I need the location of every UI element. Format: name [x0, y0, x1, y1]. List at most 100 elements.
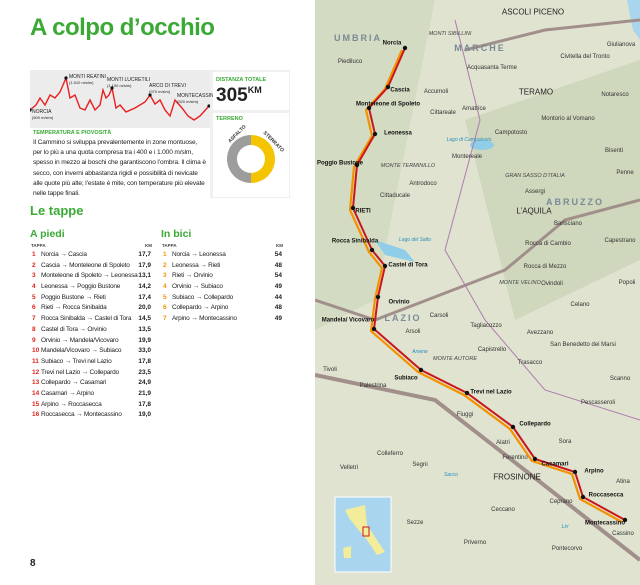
- motorway: [464, 18, 640, 52]
- stage-km: 14,2: [138, 283, 151, 291]
- town-label: Ovindoli: [541, 281, 563, 287]
- table-row: 4 Orvinio → Subiaco 49: [163, 282, 282, 293]
- italy-shape: [343, 505, 385, 558]
- town-label: Carsoli: [429, 313, 449, 319]
- stage-number: 4: [32, 283, 36, 291]
- city-label: TERAMO: [518, 87, 554, 97]
- table-row: 7 Rocca Sinibalda → Castel di Tora 14,5: [32, 314, 151, 325]
- town-label: Assergi: [524, 189, 546, 195]
- town-label: Rocca di Mezzo: [523, 264, 567, 270]
- stage-km: 48: [274, 304, 282, 312]
- town-label: Colleferro: [376, 451, 404, 457]
- table-row: 3 Monteleone di Spoleto → Leonessa 13,1: [32, 271, 151, 282]
- stop-marker: [402, 45, 408, 51]
- region-border: [444, 19, 640, 421]
- foot-stages-table: 1 Norcia → Cascia 17,7 2 Cascia → Monteleone…: [32, 250, 151, 421]
- climate-panel: TEMPERATURA E PIOVOSITÀ Il Cammino si sv…: [30, 128, 210, 198]
- motorway: [315, 198, 640, 322]
- table-row: 13 Collepardo → Casamari 24,9: [32, 378, 151, 389]
- peak-marker: [30, 108, 32, 112]
- town-label: Ferentino: [502, 455, 528, 461]
- stage-route: Mandela/Vicovaro → Subiaco: [41, 347, 122, 355]
- elevation-chart: [30, 75, 210, 121]
- table-row: 11 Subiaco → Trevi nel Lazio 17,8: [32, 357, 151, 368]
- stage-route: Leonessa → Rieti: [172, 261, 221, 269]
- peak-label: MONTI REATINI (1.510 m/slm): [69, 74, 106, 86]
- terrain-panel: TERRENO ASFALTO STERRATO: [213, 113, 289, 197]
- town-label: Sora: [558, 439, 572, 445]
- town-label: Arsoli: [405, 329, 421, 335]
- hill-shading: [465, 60, 640, 320]
- town-label: Priverno: [463, 540, 487, 546]
- town-label: Velletri: [339, 465, 359, 471]
- bike-col-km: KM: [276, 243, 283, 248]
- climate-heading: TEMPERATURA E PIOVOSITÀ: [33, 130, 112, 136]
- stage-km: 44: [274, 293, 282, 301]
- stop-label: Subiaco: [394, 375, 418, 382]
- stage-number: 5: [32, 293, 36, 301]
- town-label: Ceccano: [491, 507, 515, 513]
- stage-route: Rieti → Orvinio: [172, 272, 213, 280]
- peak-name: NORCIA: [32, 109, 52, 115]
- stage-number: 11: [32, 357, 39, 365]
- town-label: Bisenti: [604, 148, 624, 154]
- table-row: 5 Poggio Bustone → Rieti 17,4: [32, 293, 151, 304]
- water-label: Lago del Salto: [399, 237, 431, 243]
- stop-marker: [369, 247, 375, 253]
- peak-label: MONTI LUCRETILI (1.100 m/slm): [107, 78, 150, 89]
- stage-route: Subiaco → Collepardo: [172, 293, 234, 301]
- stage-number: 9: [32, 336, 36, 344]
- stage-number: 7: [163, 315, 167, 323]
- stage-km: 23,5: [138, 368, 151, 376]
- bike-col-stage: TAPPA: [162, 243, 177, 248]
- stage-number: 6: [163, 304, 167, 312]
- stage-number: 15: [32, 400, 40, 408]
- town-label: Civitella del Tronto: [560, 54, 610, 60]
- town-label: Trasacco: [517, 360, 543, 366]
- region-label: UMBRIA: [334, 33, 382, 43]
- stop-marker: [532, 456, 538, 462]
- dirt-segment: [251, 135, 275, 183]
- distance-number: 305: [216, 85, 248, 106]
- peak-name: MONTI REATINI: [69, 74, 106, 80]
- town-label: Cassino: [612, 531, 634, 537]
- stop-marker: [464, 390, 470, 396]
- stage-number: 6: [32, 304, 36, 312]
- stop-label: Casamari: [541, 461, 569, 468]
- town-label: Alatri: [496, 440, 510, 446]
- peak-label: NORCIA (600 m/slm): [32, 109, 53, 121]
- stages-title: Le tappe: [30, 203, 84, 218]
- town-label: Cittaducale: [379, 193, 411, 199]
- stop-label: Collepardo: [519, 421, 551, 428]
- stop-label: Poggio Bustone: [317, 160, 363, 167]
- map-base: [315, 0, 640, 585]
- stage-route: Poggio Bustone → Rieti: [41, 293, 106, 301]
- town-label: Capistrello: [477, 347, 507, 353]
- stop-marker: [350, 205, 356, 211]
- town-label: Popoli: [618, 280, 636, 286]
- distance-value: 305KM: [216, 85, 262, 107]
- table-row: 2 Cascia → Monteleone di Spoleto 17,9: [32, 261, 151, 272]
- stage-number: 1: [32, 251, 36, 258]
- stage-km: 49: [274, 315, 282, 323]
- town-label: Campotosto: [494, 130, 528, 136]
- town-label: Pontecorvo: [551, 546, 583, 552]
- stage-km: 33,0: [138, 347, 151, 355]
- motorway: [315, 373, 640, 562]
- table-row: 1 Norcia → Leonessa 54: [163, 250, 282, 261]
- stage-route: Arpino → Roccasecca: [41, 400, 102, 408]
- stage-km: 49: [274, 283, 282, 291]
- town-label: Tivoli: [323, 367, 337, 373]
- stop-marker: [371, 326, 377, 332]
- stop-marker: [580, 494, 586, 500]
- table-row: 2 Leonessa → Rieti 48: [163, 261, 282, 272]
- stop-label: Orvinio: [388, 299, 410, 306]
- stage-km: 24,9: [138, 379, 151, 387]
- stage-km: 14,5: [138, 315, 151, 323]
- town-label: Palestrina: [359, 383, 387, 389]
- stage-number: 4: [163, 283, 167, 291]
- stage-route: Trevi nel Lazio → Collepardo: [41, 368, 119, 376]
- stop-label: Leonessa: [384, 130, 412, 137]
- peak-marker: [64, 76, 68, 80]
- stop-marker: [354, 162, 360, 168]
